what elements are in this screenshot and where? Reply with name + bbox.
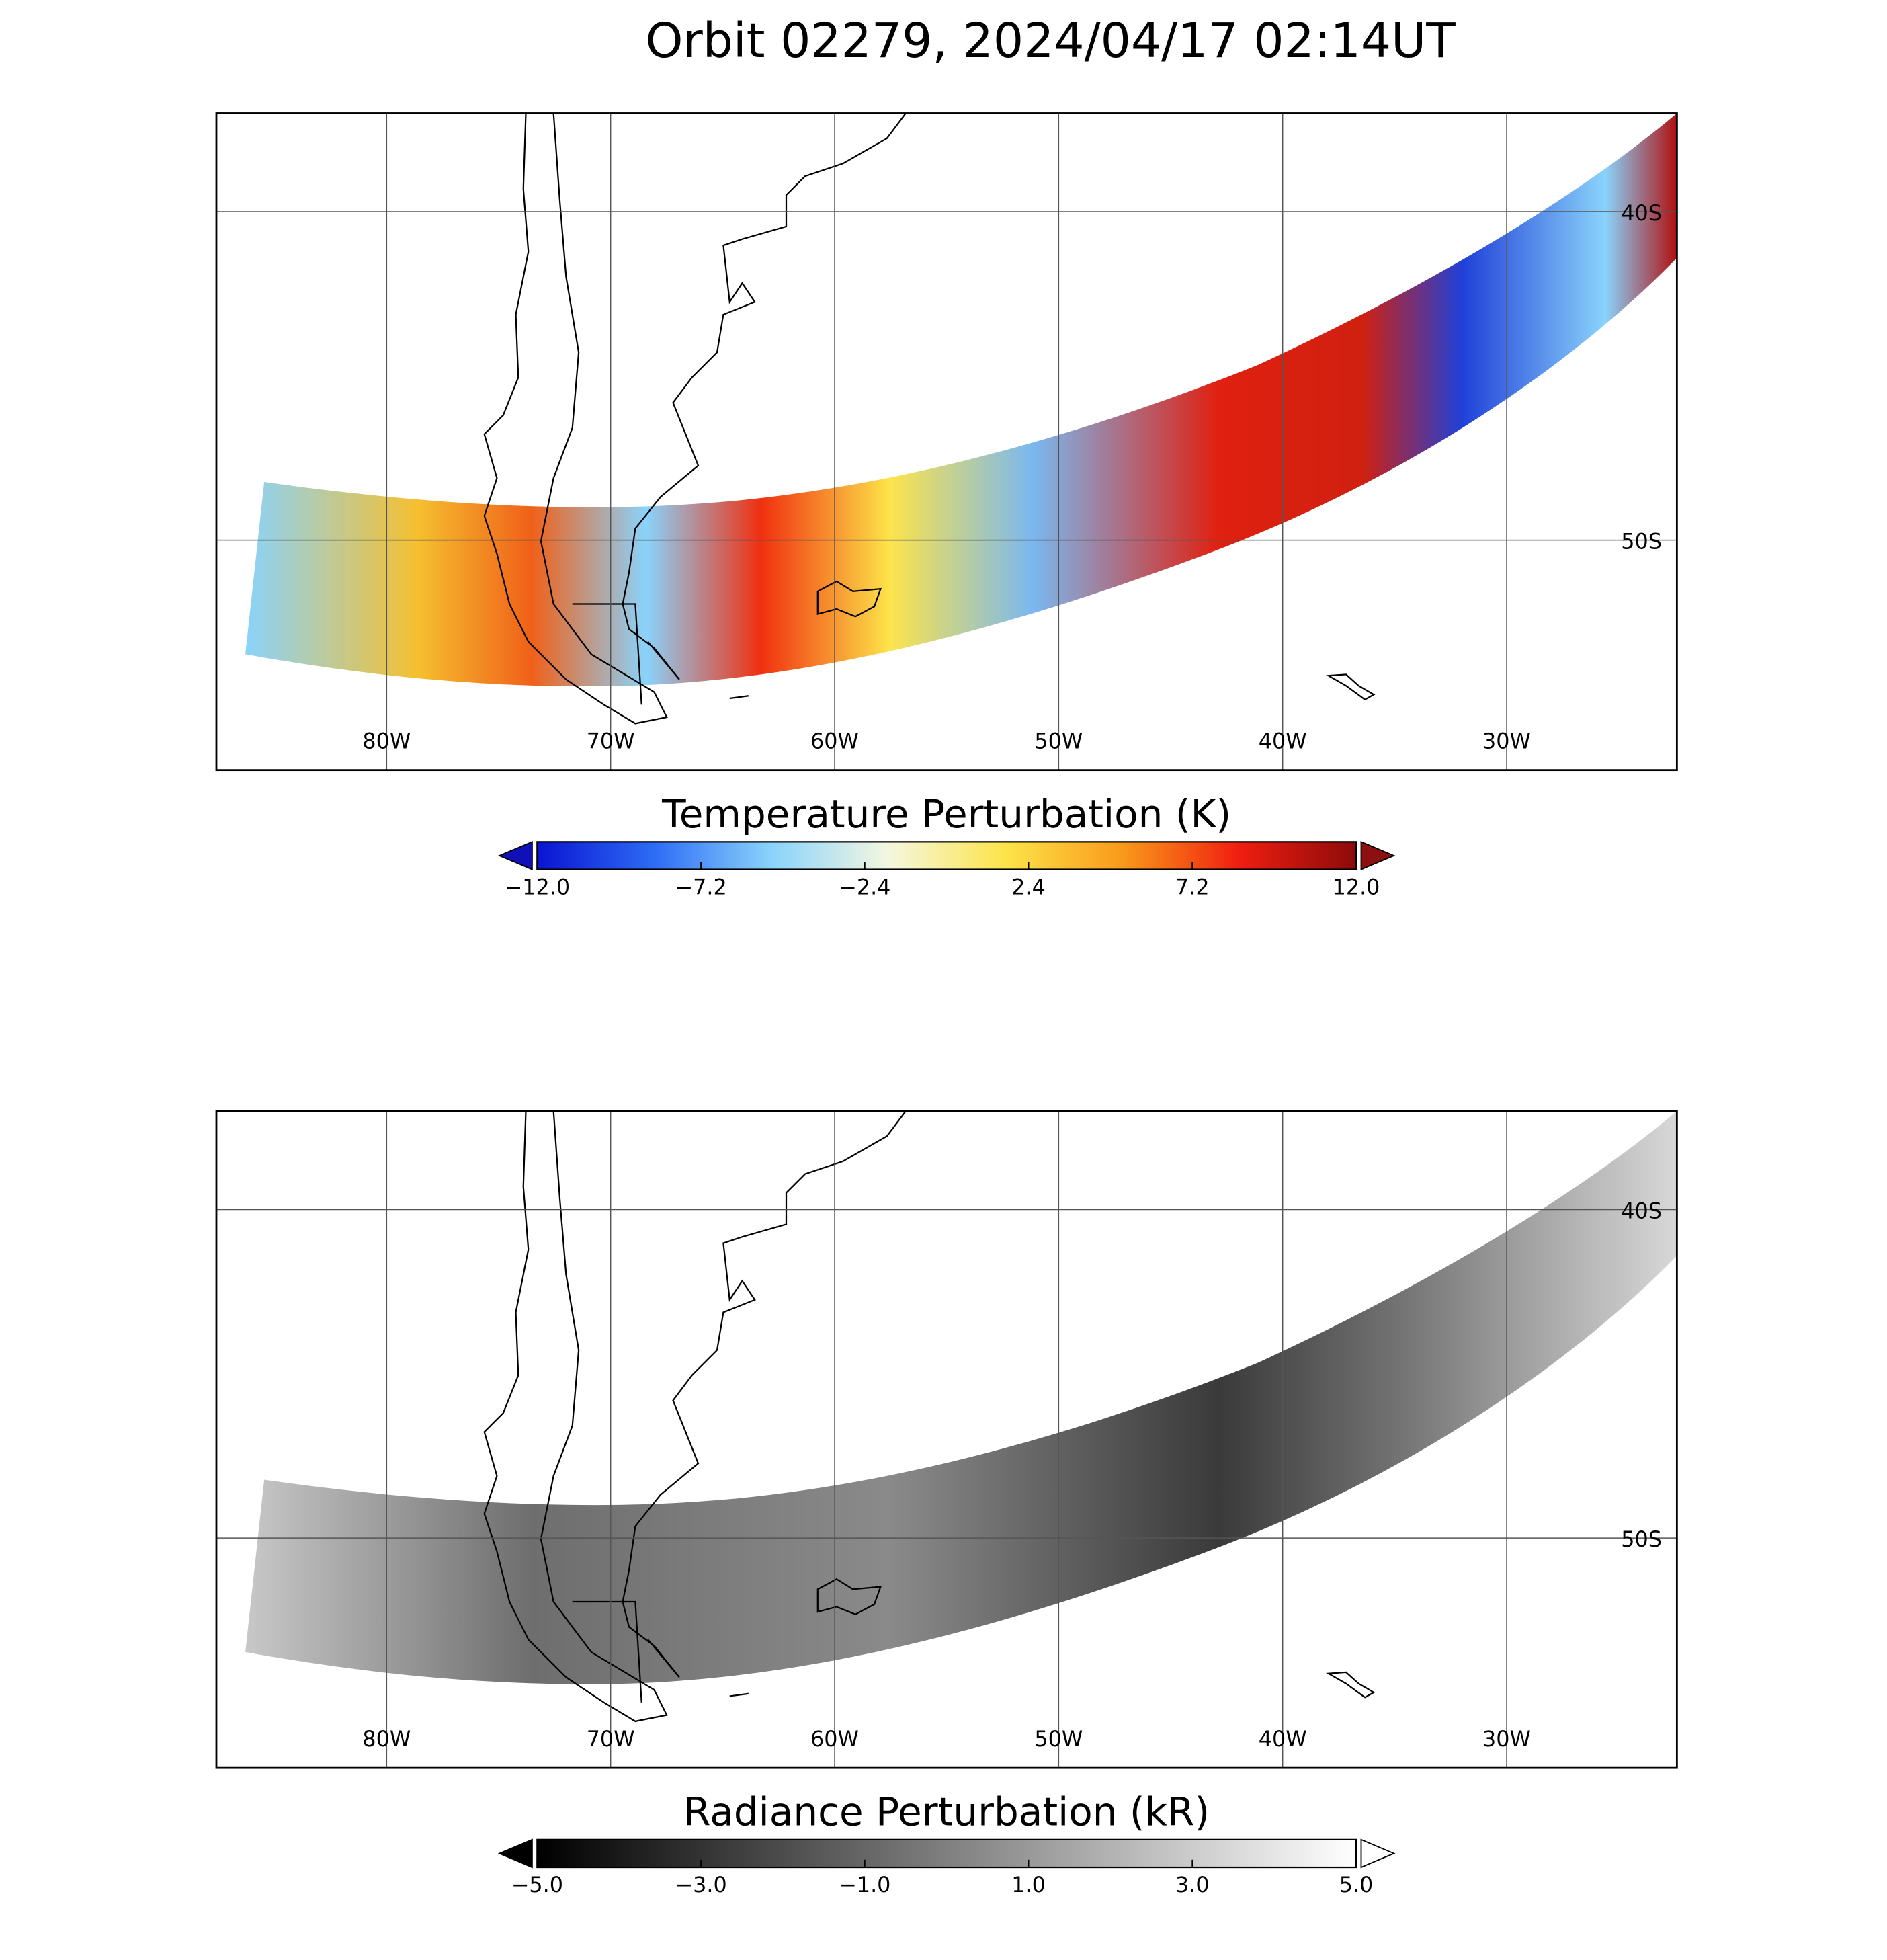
swath xyxy=(245,1110,1677,1684)
frame xyxy=(215,1110,1678,1769)
x-tick-label: 50W xyxy=(1034,1726,1083,1752)
colorbar-tick-label: 2.4 xyxy=(1011,874,1046,900)
colorbar-tick-label: −3.0 xyxy=(675,1872,726,1897)
colorbar-tick-label: 7.2 xyxy=(1175,874,1210,900)
colorbar-title: Radiance Perturbation (kR) xyxy=(683,1789,1210,1835)
y-tick-label: 50S xyxy=(1621,528,1662,554)
colorbar-tick-label: 12.0 xyxy=(1333,874,1380,900)
colorbar-tick-label: 3.0 xyxy=(1175,1872,1210,1897)
colorbar-tick-label: −1.0 xyxy=(839,1872,890,1897)
x-tick-label: 80W xyxy=(362,1726,411,1752)
y-tick-label: 50S xyxy=(1621,1526,1662,1552)
colorbar-tick-label: 1.0 xyxy=(1011,1872,1046,1897)
swath xyxy=(245,113,1677,687)
colorbar-over xyxy=(1360,1838,1396,1869)
colorbar-tick-label: −12.0 xyxy=(505,874,571,900)
x-tick-label: 70W xyxy=(587,1726,635,1752)
colorbar-tick-label: −5.0 xyxy=(511,1872,563,1897)
colorbar xyxy=(536,841,1357,870)
colorbar xyxy=(536,1838,1357,1869)
x-tick-label: 40W xyxy=(1259,728,1307,753)
colorbar-under xyxy=(497,1838,533,1869)
colorbar-tick-label: −7.2 xyxy=(675,874,726,900)
title: Orbit 02279, 2024/04/17 02:14UT xyxy=(646,13,1456,69)
y-tick-label: 40S xyxy=(1621,1198,1662,1223)
colorbar-tick-label: 5.0 xyxy=(1339,1872,1374,1897)
colorbar-over xyxy=(1360,840,1396,870)
x-tick-label: 30W xyxy=(1482,1726,1531,1752)
y-tick-label: 40S xyxy=(1621,200,1662,226)
x-tick-label: 60W xyxy=(810,1726,859,1752)
frame xyxy=(215,112,1678,772)
x-tick-label: 30W xyxy=(1482,728,1531,753)
x-tick-label: 40W xyxy=(1259,1726,1307,1752)
colorbar-tick-label: −2.4 xyxy=(839,874,890,900)
map xyxy=(245,113,1677,725)
x-tick-label: 60W xyxy=(810,728,859,753)
colorbar-under xyxy=(497,840,533,870)
x-tick-label: 70W xyxy=(587,728,635,753)
x-tick-label: 50W xyxy=(1034,728,1083,753)
colorbar-title: Temperature Perturbation (K) xyxy=(661,791,1231,837)
map xyxy=(245,1110,1677,1723)
x-tick-label: 80W xyxy=(362,728,411,753)
